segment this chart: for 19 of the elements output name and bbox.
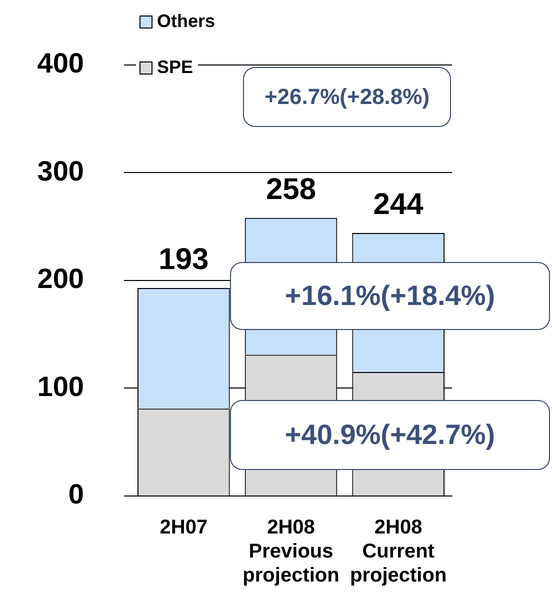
- legend-label: SPE: [157, 56, 194, 77]
- total-label: 244: [373, 188, 424, 222]
- y-tick-label: 200: [37, 263, 84, 294]
- annotation: +16.1%(+18.4%): [284, 280, 496, 312]
- callout-box: +40.9%(+42.7%): [230, 400, 550, 470]
- legend-label: Others: [157, 10, 216, 31]
- x-tick-label: 2H08 Previous projection: [242, 516, 340, 587]
- y-tick-label: 300: [37, 155, 84, 186]
- annotation: +26.7%(+28.8%): [264, 84, 430, 110]
- x-tick-label: 2H07: [160, 516, 208, 539]
- y-tick-label: 400: [37, 48, 84, 79]
- y-tick-label: 100: [37, 370, 84, 402]
- x-tick-label: 2H08 Current projection: [350, 516, 447, 587]
- annotation: +40.9%(+42.7%): [284, 419, 496, 451]
- total-label: 193: [158, 243, 209, 276]
- callout-box: +26.7%(+28.8%): [243, 67, 451, 127]
- total-label: 258: [266, 173, 316, 206]
- callout-box: +16.1%(+18.4%): [230, 262, 550, 330]
- y-tick-label: 0: [68, 478, 84, 510]
